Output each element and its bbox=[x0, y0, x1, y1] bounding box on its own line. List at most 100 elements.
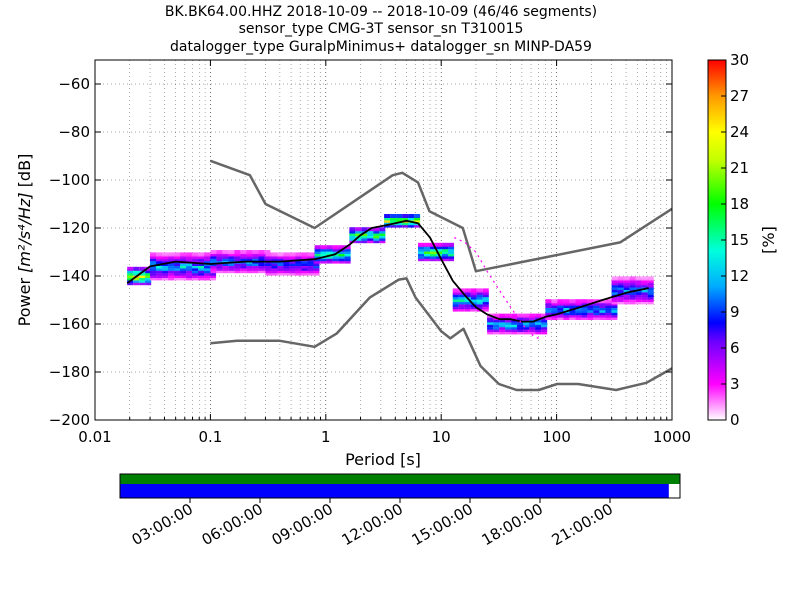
density-cell bbox=[629, 286, 636, 290]
density-cell bbox=[647, 276, 654, 281]
density-cell bbox=[593, 316, 600, 320]
density-cell bbox=[505, 323, 512, 328]
density-cell bbox=[523, 316, 530, 320]
density-cell bbox=[611, 311, 618, 316]
density-cell bbox=[464, 290, 471, 295]
density-cell bbox=[186, 269, 193, 274]
density-cell bbox=[641, 295, 648, 300]
density-cell bbox=[186, 254, 193, 259]
density-cell bbox=[448, 245, 455, 250]
density-cell bbox=[150, 259, 157, 264]
density-cell bbox=[499, 320, 506, 325]
density-cell bbox=[379, 227, 386, 232]
data-coverage-timeline: 03:00:00 06:00:00 09:00:00 12:00:00 15:00:00… bbox=[119, 473, 681, 549]
colorbar-tick-label: 6 bbox=[730, 339, 740, 357]
density-cell bbox=[168, 274, 175, 278]
density-cell bbox=[384, 218, 391, 223]
density-cell bbox=[283, 266, 290, 271]
density-cell bbox=[452, 290, 459, 295]
density-cell bbox=[204, 274, 211, 278]
density-cell bbox=[557, 308, 564, 313]
colorbar-tick-label: 12 bbox=[730, 267, 749, 285]
density-cell bbox=[240, 252, 247, 257]
x-tick-label: 0.1 bbox=[198, 428, 222, 446]
density-cell bbox=[222, 259, 229, 264]
density-cell bbox=[611, 288, 618, 293]
density-cell bbox=[635, 295, 642, 300]
density-cell bbox=[145, 276, 152, 281]
density-cell bbox=[277, 262, 284, 266]
density-cell bbox=[326, 250, 333, 254]
density-cell bbox=[326, 259, 333, 264]
density-cell bbox=[301, 254, 308, 259]
density-cell bbox=[228, 269, 235, 274]
density-cell bbox=[320, 250, 327, 254]
density-cell bbox=[470, 298, 477, 302]
density-cell bbox=[611, 316, 618, 320]
density-cell bbox=[623, 276, 630, 281]
density-cell bbox=[265, 269, 272, 274]
density-cell bbox=[326, 252, 333, 257]
density-cell bbox=[493, 318, 500, 323]
density-cell bbox=[216, 252, 223, 257]
y-tick-label: −180 bbox=[49, 363, 90, 381]
density-cell bbox=[332, 245, 339, 250]
density-cell bbox=[332, 250, 339, 254]
density-cell bbox=[617, 288, 624, 293]
density-cell bbox=[452, 302, 459, 307]
density-cell bbox=[150, 271, 157, 276]
density-cell bbox=[396, 216, 403, 221]
density-cell bbox=[617, 300, 624, 305]
density-cell bbox=[517, 325, 524, 330]
density-cell bbox=[535, 325, 542, 330]
timeline-data-bar bbox=[120, 474, 680, 484]
density-cell bbox=[499, 325, 506, 330]
density-cell bbox=[493, 330, 500, 335]
density-cell bbox=[192, 274, 199, 278]
density-cell bbox=[635, 278, 642, 283]
title-line-3: datalogger_type GuralpMinimus+ datalogge… bbox=[170, 39, 592, 55]
density-cell bbox=[424, 245, 431, 250]
density-cell bbox=[252, 257, 259, 262]
density-cell bbox=[168, 266, 175, 271]
density-cell bbox=[301, 269, 308, 274]
density-cell bbox=[452, 295, 459, 300]
density-cell bbox=[234, 266, 241, 271]
density-cell bbox=[611, 276, 618, 281]
density-cell bbox=[258, 269, 265, 274]
density-cell bbox=[240, 250, 247, 254]
density-cell bbox=[458, 293, 465, 298]
density-cell bbox=[180, 271, 187, 276]
density-cell bbox=[156, 259, 163, 264]
density-cell bbox=[396, 223, 403, 228]
density-cell bbox=[458, 302, 465, 307]
density-cell bbox=[198, 271, 205, 276]
colorbar-tick-label: 21 bbox=[730, 159, 749, 177]
density-cell bbox=[295, 262, 302, 266]
density-cell bbox=[623, 286, 630, 290]
density-cell bbox=[611, 290, 618, 295]
density-cell bbox=[605, 311, 612, 316]
density-cell bbox=[424, 250, 431, 254]
density-cell bbox=[458, 295, 465, 300]
density-cell bbox=[482, 300, 489, 305]
density-cell bbox=[162, 271, 169, 276]
density-cell bbox=[156, 271, 163, 276]
density-cell bbox=[379, 236, 386, 241]
density-cell bbox=[436, 242, 443, 247]
density-cell bbox=[647, 286, 654, 290]
density-cell bbox=[295, 257, 302, 262]
density-cell bbox=[430, 247, 437, 252]
density-cell bbox=[641, 278, 648, 283]
density-cell bbox=[493, 323, 500, 328]
density-cell bbox=[599, 313, 606, 318]
density-cell bbox=[557, 316, 564, 320]
density-cell bbox=[647, 300, 654, 305]
density-cell bbox=[511, 323, 518, 328]
density-cell bbox=[408, 221, 415, 226]
density-cell bbox=[234, 252, 241, 257]
density-cell bbox=[162, 252, 169, 257]
density-cell bbox=[418, 245, 425, 250]
density-cell bbox=[629, 290, 636, 295]
density-cell bbox=[587, 304, 594, 308]
